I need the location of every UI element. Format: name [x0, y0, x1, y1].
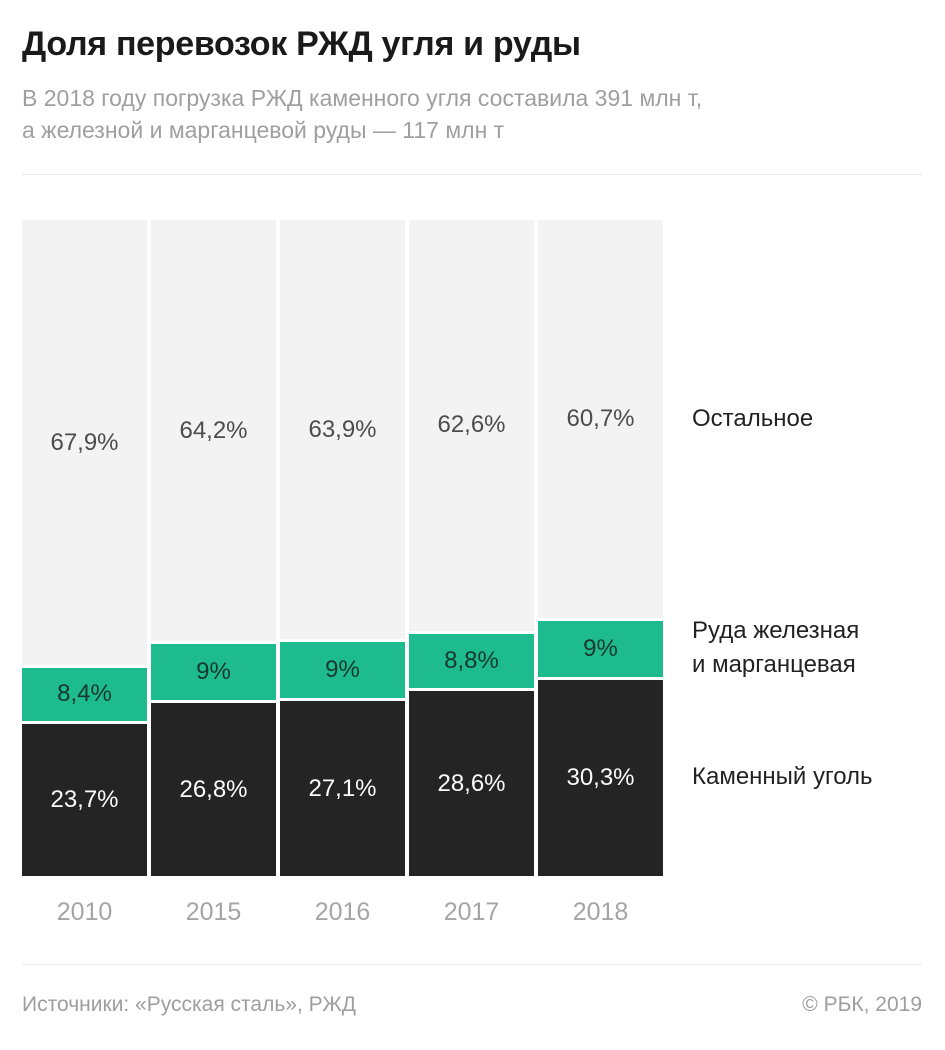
- segment-value-label: 9%: [583, 635, 618, 663]
- year-label-2010: 2010: [56, 898, 113, 926]
- legend-label-line: и марганцевая: [692, 650, 856, 678]
- segment-coal-2010: 23,7%: [22, 720, 147, 876]
- segment-ore-2010: 8,4%: [22, 665, 147, 721]
- top-divider: [22, 174, 922, 175]
- segment-rest-2010: 67,9%: [22, 220, 147, 666]
- segment-value-label: 27,1%: [308, 774, 377, 802]
- subtitle-line-2: а железной и марганцевой руды — 117 млн …: [22, 117, 505, 143]
- legend-label-line: Остальное: [692, 405, 814, 433]
- segment-value-label: 23,7%: [50, 785, 119, 813]
- segment-rest-2018: 60,7%: [538, 220, 663, 619]
- page-title: Доля перевозок РЖД угля и руды: [22, 25, 581, 63]
- legend-label-line: Руда железная: [692, 616, 860, 644]
- year-label-2016: 2016: [314, 898, 371, 926]
- subtitle: В 2018 году погрузка РЖД каменного угля …: [22, 82, 922, 146]
- bar-2018: 60,7% 9% 30,3%: [538, 220, 663, 876]
- legend-item-ore: Руда железная и марганцевая: [692, 614, 859, 682]
- segment-value-label: 26,8%: [179, 775, 248, 803]
- segment-value-label: 9%: [325, 656, 360, 684]
- bar-2016: 63,9% 9% 27,1%: [280, 220, 405, 876]
- subtitle-line-1: В 2018 году погрузка РЖД каменного угля …: [22, 85, 703, 111]
- segment-value-label: 30,3%: [566, 764, 635, 792]
- segment-value-label: 9%: [196, 658, 231, 686]
- bar-2015: 64,2% 9% 26,8%: [151, 220, 276, 876]
- segment-ore-2017: 8,8%: [409, 630, 534, 689]
- bar-2017: 62,6% 8,8% 28,6%: [409, 220, 534, 876]
- bar-2010: 67,9% 8,4% 23,7%: [22, 220, 147, 876]
- x-axis-labels: 2010 2015 2016 2017 2018: [22, 898, 663, 927]
- segment-ore-2018: 9%: [538, 618, 663, 678]
- year-label-2015: 2015: [185, 898, 242, 926]
- segment-rest-2015: 64,2%: [151, 220, 276, 642]
- segment-value-label: 8,8%: [444, 647, 499, 674]
- segment-rest-2016: 63,9%: [280, 220, 405, 640]
- legend-item-rest: Остальное: [692, 402, 813, 436]
- segment-value-label: 62,6%: [437, 411, 506, 439]
- year-label-2018: 2018: [572, 898, 629, 926]
- bottom-divider: [22, 964, 922, 965]
- segment-rest-2017: 62,6%: [409, 220, 534, 631]
- segment-value-label: 64,2%: [179, 416, 248, 444]
- segment-value-label: 67,9%: [50, 428, 119, 456]
- segment-value-label: 60,7%: [566, 405, 635, 433]
- legend-label-line: Каменный уголь: [692, 762, 873, 790]
- footer: Источники: «Русская сталь», РЖД © РБК, 2…: [22, 993, 922, 1017]
- stacked-bar-chart: 67,9% 8,4% 23,7% 64,2% 9% 26,8% 63,9% 9% 27,1% 62…: [22, 220, 922, 927]
- segment-coal-2016: 27,1%: [280, 698, 405, 876]
- segment-coal-2017: 28,6%: [409, 688, 534, 876]
- year-label-2017: 2017: [443, 898, 500, 926]
- segment-ore-2015: 9%: [151, 641, 276, 701]
- segment-coal-2018: 30,3%: [538, 677, 663, 876]
- segment-value-label: 28,6%: [437, 769, 506, 797]
- segment-coal-2015: 26,8%: [151, 700, 276, 876]
- copyright-text: © РБК, 2019: [802, 993, 922, 1016]
- segment-value-label: 8,4%: [57, 680, 112, 708]
- sources-text: Источники: «Русская сталь», РЖД: [22, 993, 357, 1016]
- segment-ore-2016: 9%: [280, 639, 405, 699]
- legend-item-coal: Каменный уголь: [692, 760, 873, 794]
- segment-value-label: 63,9%: [308, 415, 377, 443]
- bars-row: 67,9% 8,4% 23,7% 64,2% 9% 26,8% 63,9% 9% 27,1% 62…: [22, 220, 663, 876]
